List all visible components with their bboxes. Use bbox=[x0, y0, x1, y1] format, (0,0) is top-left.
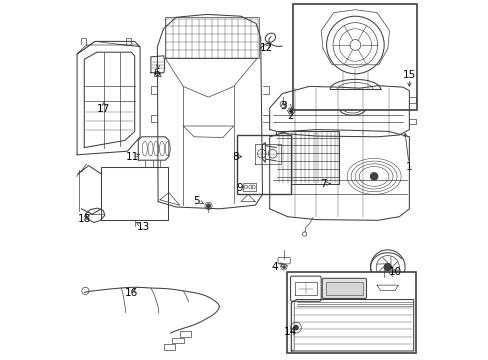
Text: 6: 6 bbox=[153, 68, 160, 78]
Bar bbox=[237, 135, 291, 194]
Circle shape bbox=[283, 266, 285, 268]
Text: 15: 15 bbox=[402, 69, 415, 80]
FancyBboxPatch shape bbox=[290, 276, 321, 301]
Circle shape bbox=[293, 325, 298, 330]
Text: 13: 13 bbox=[136, 222, 149, 232]
Bar bbox=[286, 272, 415, 353]
Text: 10: 10 bbox=[388, 267, 402, 277]
Bar bbox=[325, 282, 363, 295]
Text: 4: 4 bbox=[271, 262, 278, 272]
Text: 11: 11 bbox=[126, 152, 139, 162]
FancyBboxPatch shape bbox=[277, 257, 289, 264]
Bar bbox=[276, 131, 339, 184]
Text: 9: 9 bbox=[236, 183, 243, 193]
Text: 17: 17 bbox=[97, 104, 110, 114]
Text: 2: 2 bbox=[286, 111, 293, 121]
Bar bbox=[163, 344, 175, 350]
Text: 14: 14 bbox=[284, 327, 297, 337]
Text: 5: 5 bbox=[193, 195, 200, 206]
Circle shape bbox=[370, 173, 377, 180]
Circle shape bbox=[289, 109, 292, 112]
Circle shape bbox=[384, 264, 390, 271]
FancyBboxPatch shape bbox=[322, 278, 366, 298]
Text: 3: 3 bbox=[279, 101, 286, 111]
Text: 12: 12 bbox=[260, 42, 273, 53]
Text: 8: 8 bbox=[232, 152, 239, 162]
Text: 7: 7 bbox=[319, 179, 325, 189]
Text: 16: 16 bbox=[124, 288, 138, 298]
Text: 18: 18 bbox=[78, 213, 91, 224]
Bar bbox=[179, 331, 191, 337]
Bar bbox=[242, 183, 256, 191]
Bar bbox=[172, 338, 183, 343]
Bar bbox=[101, 167, 167, 220]
Text: 1: 1 bbox=[405, 162, 412, 172]
Bar bbox=[292, 4, 416, 110]
Circle shape bbox=[206, 204, 210, 208]
